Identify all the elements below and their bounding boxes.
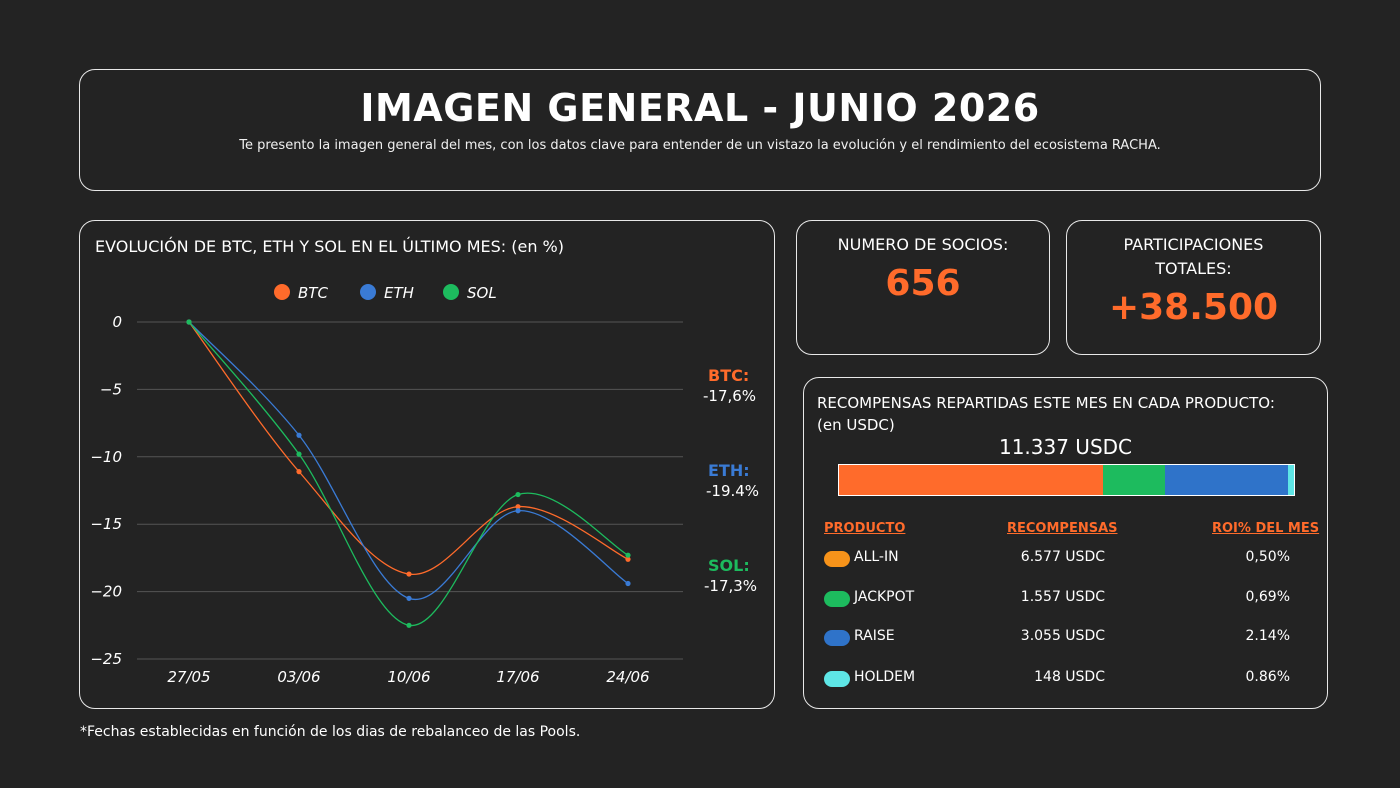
reward-row-raise: RAISE 3.055 USDC 2.14% (804, 627, 1327, 651)
btc-label-value: -17,6% (703, 387, 757, 405)
col-header-roi: ROI% DEL MES (1212, 521, 1320, 536)
data-point-sol (625, 552, 631, 558)
members-card: NUMERO DE SOCIOS: 656 (796, 220, 1050, 355)
bar-segment-all-in (839, 465, 1103, 495)
data-point-btc (406, 571, 412, 577)
reward-amount: 3.055 USDC (1020, 628, 1105, 644)
sol-label-name: SOL: (708, 556, 750, 575)
members-value: 656 (885, 263, 961, 304)
data-point-sol (186, 319, 192, 325)
header-card: IMAGEN GENERAL - JUNIO 2026 Te presento … (79, 69, 1321, 191)
reward-amount: 1.557 USDC (1020, 589, 1105, 605)
legend-marker-btc (274, 284, 290, 300)
x-tick-label: 10/06 (387, 668, 430, 686)
rewards-total: 11.337 USDC (998, 435, 1133, 459)
chart-title: EVOLUCIÓN DE BTC, ETH Y SOL EN EL ÚLTIMO… (95, 237, 564, 256)
roi-value: 0.86% (1245, 669, 1290, 685)
y-tick-label: −20 (90, 583, 122, 601)
y-tick-label: −5 (100, 380, 122, 398)
data-point-eth (296, 432, 302, 438)
data-point-sol (515, 491, 521, 498)
series-line-sol (188, 321, 629, 626)
legend-label-btc: BTC (298, 284, 328, 302)
raise-color-dot (824, 630, 850, 646)
data-point-eth (515, 508, 521, 514)
btc-label-name: BTC: (708, 366, 750, 385)
col-header-rewards: RECOMPENSAS (1007, 521, 1118, 536)
legend-marker-sol (443, 284, 459, 300)
all-in-color-dot (824, 551, 850, 567)
data-point-btc (515, 504, 521, 510)
line-chart: 0 −5 −10 −15 −20 −25 27/05 03/06 10/06 17/06 24/06… (90, 284, 683, 686)
roi-value: 0,50% (1245, 549, 1290, 565)
eth-label-value: -19.4% (706, 482, 760, 500)
holdem-color-dot (824, 671, 850, 687)
chart-panel: EVOLUCIÓN DE BTC, ETH Y SOL EN EL ÚLTIMO… (79, 220, 775, 709)
legend-label-eth: ETH (384, 284, 414, 302)
x-tick-label: 24/06 (606, 668, 649, 686)
members-label: NUMERO DE SOCIOS: (837, 235, 1009, 254)
page-title: IMAGEN GENERAL - JUNIO 2026 (360, 86, 1040, 130)
bar-segment-holdem (1288, 465, 1294, 495)
data-point-sol (406, 622, 412, 628)
product-name: ALL-IN (854, 549, 899, 565)
bar-segment-jackpot (1102, 465, 1166, 495)
reward-row-all-in: ALL-IN 6.577 USDC 0,50% (804, 548, 1327, 572)
y-tick-label: 0 (112, 313, 122, 331)
product-name: HOLDEM (854, 669, 916, 685)
reward-row-holdem: HOLDEM 148 USDC 0.86% (804, 668, 1327, 692)
x-tick-label: 03/06 (277, 668, 320, 686)
participations-card: PARTICIPACIONES TOTALES: +38.500 (1066, 220, 1321, 355)
col-header-product: PRODUCTO (824, 521, 906, 536)
rewards-stacked-bar (838, 464, 1295, 496)
reward-row-jackpot: JACKPOT 1.557 USDC 0,69% (804, 588, 1327, 612)
product-name: JACKPOT (854, 589, 915, 605)
data-point-btc (296, 469, 302, 475)
rewards-panel: RECOMPENSAS REPARTIDAS ESTE MES EN CADA … (803, 377, 1328, 709)
reward-amount: 148 USDC (1034, 669, 1105, 685)
roi-value: 2.14% (1245, 628, 1290, 644)
legend-marker-eth (360, 284, 376, 300)
reward-amount: 6.577 USDC (1020, 549, 1105, 565)
legend-label-sol: SOL (467, 284, 497, 302)
footnote: *Fechas establecidas en función de los d… (80, 724, 581, 740)
participations-value: +38.500 (1108, 287, 1279, 328)
eth-label-name: ETH: (708, 461, 750, 480)
y-tick-label: −10 (90, 448, 122, 466)
data-point-sol (296, 451, 302, 457)
sol-label-value: -17,3% (704, 577, 758, 595)
x-tick-label: 27/05 (167, 668, 210, 686)
bar-segment-raise (1165, 465, 1289, 495)
x-tick-label: 17/06 (496, 668, 539, 686)
series-line-eth (188, 321, 629, 601)
roi-value: 0,69% (1245, 589, 1290, 605)
product-name: RAISE (854, 628, 895, 644)
data-point-btc (625, 556, 631, 562)
participations-label: PARTICIPACIONES TOTALES: (1123, 235, 1264, 278)
jackpot-color-dot (824, 591, 850, 607)
series-line-btc (188, 321, 629, 575)
y-tick-label: −15 (90, 515, 122, 533)
page-subtitle: Te presento la imagen general del mes, c… (239, 138, 1161, 153)
data-point-eth (406, 595, 412, 601)
rewards-title: RECOMPENSAS REPARTIDAS ESTE MES EN CADA … (817, 394, 1275, 434)
data-point-eth (625, 580, 631, 587)
y-tick-label: −25 (90, 650, 122, 668)
